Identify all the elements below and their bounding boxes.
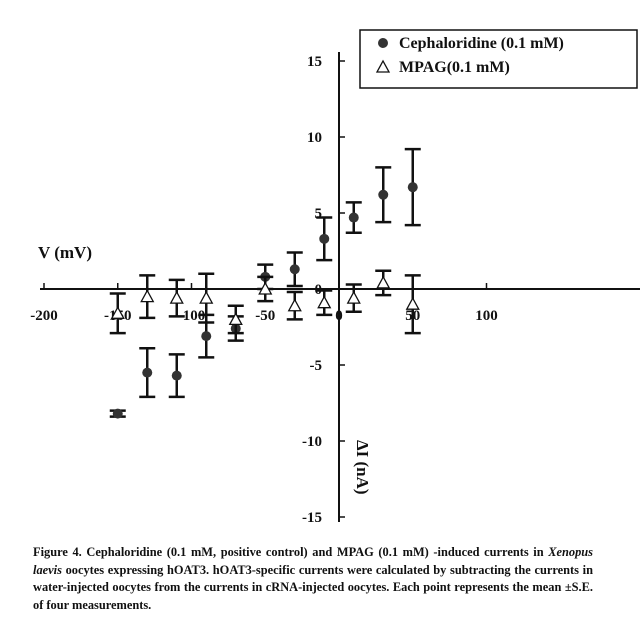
- mpag-point: [287, 298, 302, 312]
- caption-label: Figure 4.: [33, 545, 82, 559]
- mpag-point: [140, 289, 155, 303]
- x-tick-label: 0: [335, 308, 343, 324]
- mpag-point: [317, 295, 332, 309]
- cephaloridine-point: [378, 189, 389, 200]
- mpag-point: [346, 290, 361, 304]
- cephaloridine-point: [348, 212, 359, 223]
- mpag-point: [110, 305, 125, 319]
- cephaloridine-point: [171, 370, 182, 381]
- legend: Cephaloridine (0.1 mM) MPAG(0.1 mM): [375, 35, 564, 76]
- caption-text: Cephaloridine (0.1 mM, positive control)…: [81, 545, 549, 559]
- cephaloridine-point: [142, 367, 153, 378]
- cephaloridine-point: [319, 233, 330, 244]
- y-tick-label: 10: [307, 130, 322, 146]
- cephaloridine-point: [201, 331, 212, 342]
- legend-label: MPAG(0.1 mM): [399, 59, 510, 76]
- x-axis-label: V (mV): [38, 243, 92, 262]
- legend-marker-cephaloridine: [378, 38, 388, 48]
- legend-box: [359, 29, 638, 89]
- x-tick-label: -100: [178, 308, 206, 324]
- y-tick-label: 5: [315, 206, 323, 222]
- cephaloridine-point: [407, 182, 418, 193]
- y-tick-label: -15: [302, 510, 322, 526]
- mpag-point: [228, 312, 243, 326]
- x-tick-label: -50: [255, 308, 275, 324]
- x-tick-label: -200: [30, 308, 58, 324]
- y-tick-label: -5: [310, 358, 323, 374]
- axes: -200-150-100-50050100151050-5-10-15: [30, 52, 640, 526]
- legend-label: Cephaloridine (0.1 mM): [399, 35, 564, 52]
- cephaloridine-point: [112, 408, 123, 419]
- mpag-point: [199, 290, 214, 304]
- y-axis-label: ΔI (nA): [353, 440, 372, 495]
- x-tick-label: 100: [475, 308, 498, 324]
- mpag-point: [376, 275, 391, 289]
- cephaloridine-point: [289, 264, 300, 275]
- marks: [109, 147, 421, 419]
- caption-text-2: oocytes expressing hOAT3. hOAT3-specific…: [33, 562, 593, 612]
- mpag-point: [169, 290, 184, 304]
- mpag-point: [258, 281, 273, 295]
- mpag-point: [405, 296, 420, 310]
- y-tick-label: -10: [302, 434, 322, 450]
- legend-marker-mpag: [375, 59, 391, 73]
- figure-caption: Figure 4. Cephaloridine (0.1 mM, positiv…: [33, 544, 593, 614]
- y-tick-label: 15: [307, 54, 322, 70]
- chart: -200-150-100-50050100151050-5-10-15 Ceph…: [30, 29, 640, 526]
- caption-species: Xenopus laevis: [33, 545, 593, 577]
